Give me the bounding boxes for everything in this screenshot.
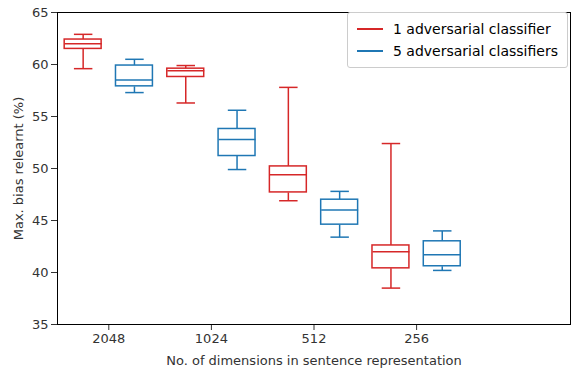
svg-text:60: 60 <box>32 57 49 72</box>
svg-text:1024: 1024 <box>195 331 228 346</box>
svg-text:65: 65 <box>32 5 49 20</box>
html-text:5 adversarial classifiers: 5 adversarial classifiers <box>393 43 558 59</box>
svg-text:256: 256 <box>404 331 429 346</box>
html-text:1 adversarial classifier: 1 adversarial classifier <box>393 21 551 37</box>
svg-text:50: 50 <box>32 161 49 176</box>
svg-text:512: 512 <box>302 331 327 346</box>
svg-text:No. of dimensions in sentence: No. of dimensions in sentence representa… <box>166 353 462 368</box>
svg-text:Max. bias relearnt (%): Max. bias relearnt (%) <box>11 97 26 241</box>
svg-text:2048: 2048 <box>92 331 125 346</box>
svg-text:35: 35 <box>32 317 49 332</box>
svg-text:55: 55 <box>32 109 49 124</box>
svg-text:40: 40 <box>32 265 49 280</box>
svg-text:45: 45 <box>32 213 49 228</box>
